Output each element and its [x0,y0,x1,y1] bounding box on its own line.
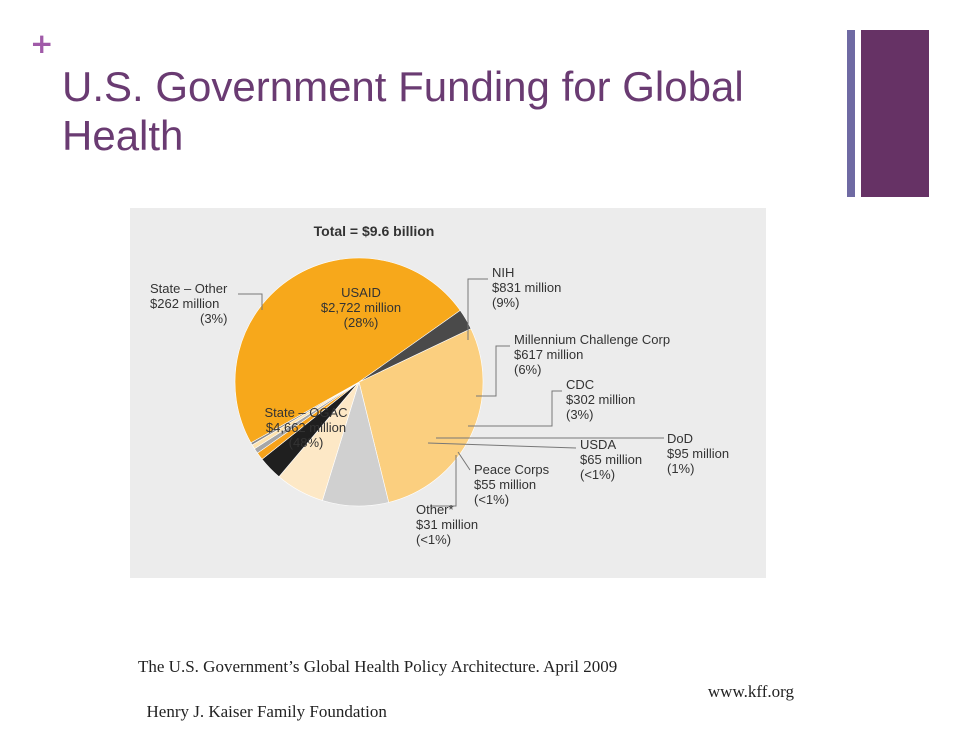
slice-label-usaid-line-2: $2,722 million [321,300,401,315]
slice-label-state-ogac-line-1: State – OGAC [264,405,347,420]
plus-bullet-icon: + [30,27,54,60]
pie-slice-state-ogac [234,257,461,444]
slice-label-dod-line-1: DoD [667,431,693,446]
slide-title: U.S. Government Funding for Global Healt… [62,63,744,159]
slice-label-state-other-line-2: $262 million [150,296,219,311]
pie-slice-state-other [358,309,472,383]
source-organization: Henry J. Kaiser Family Foundation [146,702,387,721]
slice-label-millennium-challenge-corp-line-2: $617 million [514,347,583,362]
slice-label-peace-corps-line-1: Peace Corps [474,462,550,477]
slice-label-other-line-1: Other* [416,502,454,517]
leader-line-state-other [238,293,263,310]
slice-label-usaid-line-1: USAID [341,285,381,300]
leader-line-millennium-challenge-corp [476,345,510,397]
source-organization-line: Henry J. Kaiser Family Foundation www.kf… [138,682,798,742]
slice-label-usaid-line-3: (28%) [344,315,379,330]
slice-label-usda-line-1: USDA [580,437,616,452]
leader-line-nih [467,278,488,340]
chart-title: Total = $9.6 billion [314,223,435,239]
slice-label-nih-line-3: (9%) [492,295,519,310]
leader-line-other [430,455,457,507]
slice-label-cdc-line-3: (3%) [566,407,593,422]
leader-line-cdc [468,390,562,427]
slice-label-dod-line-3: (1%) [667,461,694,476]
slice-label-millennium-challenge-corp-line-3: (6%) [514,362,541,377]
slice-label-peace-corps-line-2: $55 million [474,477,536,492]
slice-label-usda-line-3: (<1%) [580,467,615,482]
slice-label-other-line-3: (<1%) [416,532,451,547]
decorative-bar-thin [847,30,855,197]
leader-line-usda [427,442,577,449]
slice-label-state-other-line-3: (3%) [200,311,227,326]
slice-label-state-ogac-line-3: (48%) [289,435,324,450]
source-url: www.kff.org [707,682,794,701]
slice-label-usda-line-2: $65 million [580,452,642,467]
slice-label-nih-line-2: $831 million [492,280,561,295]
slice-label-state-ogac-line-2: $4,662 million [266,420,346,435]
slice-label-peace-corps-line-3: (<1%) [474,492,509,507]
slice-label-cdc-line-2: $302 million [566,392,635,407]
leader-line-peace-corps [457,451,471,471]
decorative-bar-thick [861,30,929,197]
slice-label-state-other-line-1: State – Other [150,281,228,296]
slice-label-millennium-challenge-corp-line-1: Millennium Challenge Corp [514,332,670,347]
slice-label-nih-line-1: NIH [492,265,514,280]
pie-slice-usaid [358,328,484,503]
slice-label-cdc-line-1: CDC [566,377,594,392]
pie-chart-panel: Total = $9.6 billion USAID $2,722 million(… [130,208,766,578]
slice-label-other-line-2: $31 million [416,517,478,532]
source-citation: The U.S. Government’s Global Health Poli… [138,657,618,676]
slice-label-dod-line-2: $95 million [667,446,729,461]
